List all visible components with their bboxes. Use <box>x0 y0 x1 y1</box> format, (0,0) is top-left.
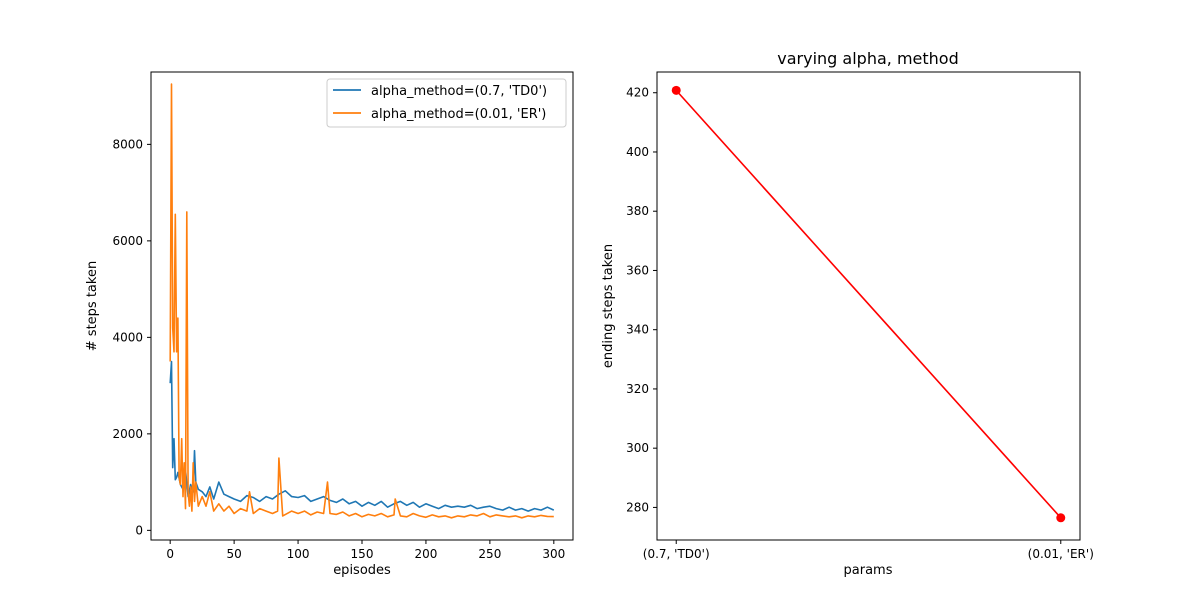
right-y-tick-label: 380 <box>626 204 649 218</box>
right-x-tick-label: (0.01, 'ER') <box>1028 547 1094 561</box>
left-series-lines <box>169 83 555 519</box>
right-y-tick-label: 340 <box>626 323 649 337</box>
left-x-tick-label: 300 <box>542 547 565 561</box>
legend-label-er: alpha_method=(0.01, 'ER') <box>371 107 546 122</box>
left-x-tick-label: 0 <box>166 547 174 561</box>
left-y-tick-label: 2000 <box>112 427 143 441</box>
right-plot-frame <box>656 71 1081 541</box>
right-y-tick-label: 400 <box>626 145 649 159</box>
left-x-tick-label: 250 <box>478 547 501 561</box>
left-y-tick-label: 8000 <box>112 137 143 151</box>
right-chart-title: varying alpha, method <box>777 49 958 68</box>
legend-label-td0: alpha_method=(0.7, 'TD0') <box>371 84 547 99</box>
right-y-tick-label: 280 <box>626 500 649 514</box>
left-x-tick-label: 150 <box>351 547 374 561</box>
right-y-tick-label: 300 <box>626 441 649 455</box>
left-y-tick-label: 4000 <box>112 330 143 344</box>
legend-box <box>326 78 567 128</box>
right-y-axis-label: ending steps taken <box>601 244 616 368</box>
ending-steps-line <box>675 89 1062 519</box>
right-y-tick-label: 420 <box>626 86 649 100</box>
steps-per-episode-chart: 0 50 100 150 200 250 300 0 2000 4000 6000 8000 epis… <box>85 71 574 578</box>
left-y-tick-label: 0 <box>135 523 143 537</box>
right-x-tick-label: (0.7, 'TD0') <box>643 547 710 561</box>
left-plot-frame <box>150 71 574 541</box>
right-axis-ticks: (0.7, 'TD0') (0.01, 'ER') 280 300 320 340 360 3… <box>626 86 1094 561</box>
right-plot-area <box>657 72 1080 540</box>
right-x-axis-label: params <box>844 563 893 578</box>
right-series <box>671 85 1066 523</box>
legend: alpha_method=(0.7, 'TD0') alpha_method=(… <box>326 78 567 128</box>
left-x-axis-label: episodes <box>333 563 391 578</box>
left-plot-area <box>151 72 573 540</box>
ending-steps-point <box>671 85 681 95</box>
ending-steps-point <box>1056 513 1066 523</box>
series-line-1 <box>169 83 554 519</box>
left-axis-ticks: 0 50 100 150 200 250 300 0 2000 4000 6000 8000 <box>112 137 565 561</box>
left-x-tick-label: 50 <box>226 547 241 561</box>
right-y-tick-label: 360 <box>626 263 649 277</box>
ending-steps-chart: (0.7, 'TD0') (0.01, 'ER') 280 300 320 340 360 3… <box>601 49 1094 578</box>
left-y-tick-label: 6000 <box>112 234 143 248</box>
left-x-tick-label: 200 <box>414 547 437 561</box>
left-x-tick-label: 100 <box>287 547 310 561</box>
right-y-tick-label: 320 <box>626 382 649 396</box>
left-y-axis-label: # steps taken <box>85 261 100 351</box>
